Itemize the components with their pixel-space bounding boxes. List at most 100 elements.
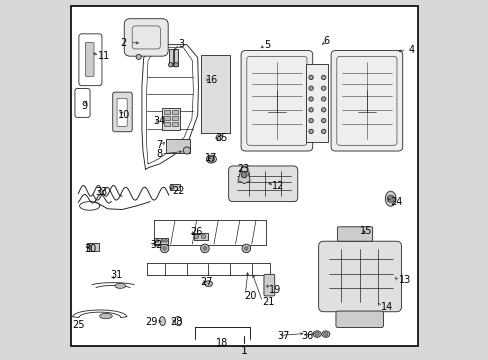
Bar xyxy=(163,110,170,114)
Text: 13: 13 xyxy=(399,275,411,285)
Circle shape xyxy=(242,244,250,253)
Text: 9: 9 xyxy=(81,101,88,111)
FancyBboxPatch shape xyxy=(85,42,94,76)
Circle shape xyxy=(87,244,91,249)
Circle shape xyxy=(323,332,327,336)
Circle shape xyxy=(169,185,174,189)
Ellipse shape xyxy=(216,135,222,140)
Ellipse shape xyxy=(159,317,165,325)
FancyBboxPatch shape xyxy=(330,50,402,151)
Text: 5: 5 xyxy=(264,40,270,50)
Text: 2: 2 xyxy=(120,38,126,48)
Circle shape xyxy=(168,63,172,67)
Text: 37: 37 xyxy=(276,331,289,341)
FancyBboxPatch shape xyxy=(117,98,127,126)
FancyBboxPatch shape xyxy=(264,274,274,296)
Text: 34: 34 xyxy=(153,116,166,126)
Circle shape xyxy=(183,147,190,154)
Circle shape xyxy=(203,247,206,250)
FancyBboxPatch shape xyxy=(75,89,90,117)
Bar xyxy=(171,110,178,114)
Circle shape xyxy=(308,75,313,80)
Circle shape xyxy=(161,239,163,242)
Text: 24: 24 xyxy=(389,197,402,207)
FancyBboxPatch shape xyxy=(228,166,297,202)
Circle shape xyxy=(321,97,325,101)
Circle shape xyxy=(136,54,141,59)
Text: 28: 28 xyxy=(170,317,183,327)
Circle shape xyxy=(386,195,393,202)
Bar xyxy=(163,116,170,120)
Circle shape xyxy=(194,234,198,239)
Bar xyxy=(153,238,168,244)
Text: 19: 19 xyxy=(268,285,281,295)
Text: 14: 14 xyxy=(381,302,393,312)
Bar xyxy=(163,122,170,126)
Text: 8: 8 xyxy=(156,149,162,159)
Circle shape xyxy=(321,118,325,123)
Circle shape xyxy=(201,234,205,239)
Text: 17: 17 xyxy=(204,153,217,163)
Text: 18: 18 xyxy=(216,338,228,348)
Ellipse shape xyxy=(175,316,181,326)
Bar xyxy=(200,55,230,133)
Text: 32: 32 xyxy=(150,240,162,250)
Circle shape xyxy=(308,86,313,90)
Text: 12: 12 xyxy=(271,181,284,192)
Circle shape xyxy=(314,332,319,336)
Ellipse shape xyxy=(321,331,329,337)
Text: 31: 31 xyxy=(110,270,122,280)
Text: 23: 23 xyxy=(237,164,249,174)
Circle shape xyxy=(321,75,325,80)
Circle shape xyxy=(308,97,313,101)
Text: 7: 7 xyxy=(156,140,162,150)
Text: 21: 21 xyxy=(261,297,274,307)
Text: 33: 33 xyxy=(95,187,107,197)
Text: 3: 3 xyxy=(178,39,183,49)
Ellipse shape xyxy=(385,191,395,206)
Circle shape xyxy=(321,129,325,134)
FancyBboxPatch shape xyxy=(318,241,401,312)
Text: 35: 35 xyxy=(215,133,227,143)
Bar xyxy=(171,116,178,120)
Text: 6: 6 xyxy=(323,36,329,46)
Text: 25: 25 xyxy=(72,320,85,330)
Ellipse shape xyxy=(313,331,321,337)
Circle shape xyxy=(241,172,246,178)
Circle shape xyxy=(321,108,325,112)
Circle shape xyxy=(164,239,167,242)
Text: 11: 11 xyxy=(98,51,110,61)
Circle shape xyxy=(308,118,313,123)
Text: 20: 20 xyxy=(244,291,256,301)
Ellipse shape xyxy=(100,313,112,319)
FancyBboxPatch shape xyxy=(113,92,132,132)
Text: 10: 10 xyxy=(118,110,130,120)
Bar xyxy=(169,184,180,190)
Circle shape xyxy=(174,63,178,67)
FancyBboxPatch shape xyxy=(335,311,383,328)
Ellipse shape xyxy=(206,155,216,163)
Circle shape xyxy=(308,108,313,112)
Circle shape xyxy=(160,244,168,253)
Text: 36: 36 xyxy=(301,331,313,341)
FancyBboxPatch shape xyxy=(337,227,372,241)
Text: 16: 16 xyxy=(205,75,218,85)
Circle shape xyxy=(200,244,209,253)
Bar xyxy=(87,243,99,251)
Circle shape xyxy=(244,247,247,250)
Text: 29: 29 xyxy=(145,317,157,327)
Ellipse shape xyxy=(204,281,212,287)
Text: 27: 27 xyxy=(200,276,213,287)
Bar xyxy=(162,108,180,130)
FancyBboxPatch shape xyxy=(124,19,168,56)
Text: 30: 30 xyxy=(84,244,96,254)
Bar xyxy=(166,139,190,153)
Bar xyxy=(194,233,207,240)
Polygon shape xyxy=(238,167,250,184)
Text: 4: 4 xyxy=(407,45,413,55)
Bar xyxy=(171,122,178,126)
Text: 22: 22 xyxy=(172,186,184,196)
FancyBboxPatch shape xyxy=(241,50,312,151)
Ellipse shape xyxy=(115,283,125,288)
Text: 15: 15 xyxy=(359,226,371,236)
